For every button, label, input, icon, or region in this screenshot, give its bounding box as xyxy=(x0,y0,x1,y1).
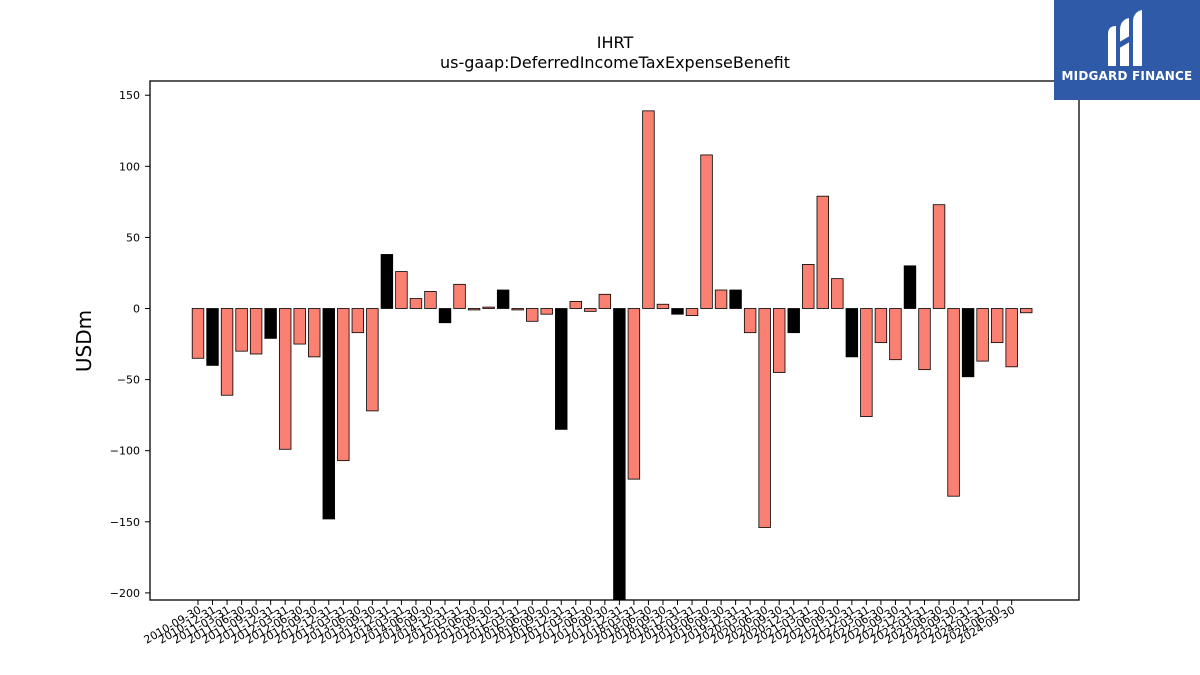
bar-44 xyxy=(816,195,829,309)
chart-title: IHRT xyxy=(597,33,634,52)
bar-35 xyxy=(685,308,699,317)
bar-37 xyxy=(714,289,728,309)
bar-33 xyxy=(656,303,670,309)
logo-text: MIDGARD FINANCE xyxy=(1061,69,1193,83)
bar-16 xyxy=(409,298,423,309)
bar-48 xyxy=(874,308,888,344)
bar-51 xyxy=(918,308,931,371)
y-tick-label: 100 xyxy=(119,160,140,173)
bar-25 xyxy=(540,308,553,315)
y-tick-label: 0 xyxy=(133,303,140,316)
bar-34 xyxy=(671,308,684,315)
bar-45 xyxy=(831,278,844,309)
y-tick-label: −150 xyxy=(110,516,140,529)
bar-57 xyxy=(1005,308,1018,368)
bar-3 xyxy=(220,308,234,396)
bar-55 xyxy=(976,308,989,362)
bar-54 xyxy=(961,308,975,378)
bar-19 xyxy=(453,283,466,309)
bar-30 xyxy=(613,308,626,601)
bar-13 xyxy=(366,308,379,412)
bar-23 xyxy=(511,308,524,311)
bar-29 xyxy=(598,293,612,309)
chart-subtitle: us-gaap:DeferredIncomeTaxExpenseBenefit xyxy=(440,53,790,72)
bar-10 xyxy=(322,308,335,520)
bar-14 xyxy=(380,254,394,309)
bar-9 xyxy=(308,308,321,358)
plot-frame xyxy=(149,80,1080,601)
bar-28 xyxy=(584,308,597,312)
bar-27 xyxy=(569,300,582,309)
y-axis: 150 100 50 0 −50 −100 −150 −200 xyxy=(110,89,150,600)
bar-1 xyxy=(191,308,205,359)
midgard-finance-logo: MIDGARD FINANCE xyxy=(1054,0,1200,100)
bar-40 xyxy=(758,308,771,528)
bar-46 xyxy=(845,308,859,358)
y-tick-label: −200 xyxy=(110,587,140,600)
bar-56 xyxy=(990,308,1004,344)
bar-11 xyxy=(337,308,350,462)
bar-38 xyxy=(729,289,742,309)
bar-24 xyxy=(525,308,539,322)
bar-47 xyxy=(860,308,873,417)
bar-31 xyxy=(627,308,641,480)
bar-42 xyxy=(787,308,800,334)
bar-21 xyxy=(482,306,495,309)
bar-58 xyxy=(1020,308,1033,314)
y-tick-label: 50 xyxy=(126,231,140,244)
bar-8 xyxy=(293,308,306,345)
bar-5 xyxy=(249,308,263,355)
y-tick-label: −100 xyxy=(110,445,140,458)
bar-18 xyxy=(438,308,452,324)
bar-6 xyxy=(264,308,277,339)
bar-39 xyxy=(743,308,757,334)
bar-12 xyxy=(351,308,365,334)
bar-7 xyxy=(278,308,292,450)
bar-26 xyxy=(555,308,568,430)
bar-20 xyxy=(467,308,481,311)
bar-17 xyxy=(424,291,437,309)
x-axis: 2010-09-302010-12-312011-03-312011-06-30… xyxy=(142,600,1017,647)
bar-2 xyxy=(206,308,219,366)
midgard-m-logo-icon xyxy=(1108,10,1142,66)
bar-15 xyxy=(395,271,408,309)
bar-49 xyxy=(889,308,902,361)
y-axis-label: USDm xyxy=(72,310,96,372)
bar-50 xyxy=(903,265,917,309)
bar-53 xyxy=(947,308,960,497)
y-tick-label: −50 xyxy=(117,374,140,387)
bar-32 xyxy=(642,110,655,309)
bars-group xyxy=(191,110,1033,601)
bar-41 xyxy=(773,308,786,373)
bar-22 xyxy=(496,289,510,309)
bar-43 xyxy=(802,264,815,309)
y-tick-label: 150 xyxy=(119,89,140,102)
bar-4 xyxy=(235,308,248,352)
bar-36 xyxy=(700,154,713,309)
bar-52 xyxy=(932,204,946,309)
